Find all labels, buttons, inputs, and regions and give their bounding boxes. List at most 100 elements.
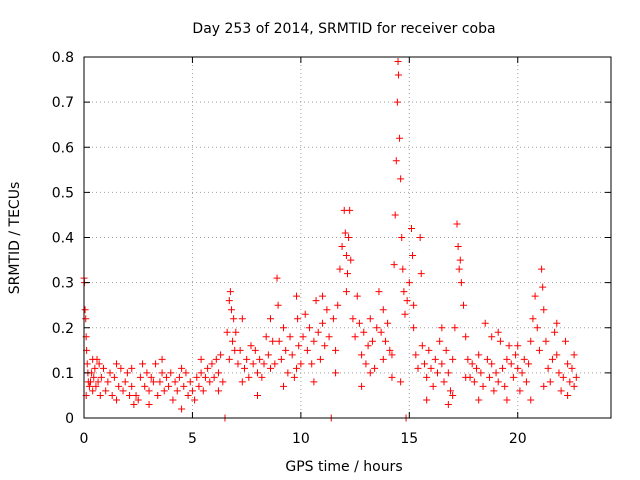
data-point: [475, 351, 483, 359]
data-point: [481, 319, 489, 327]
data-point: [130, 400, 138, 408]
data-point: [488, 333, 496, 341]
data-point: [338, 243, 346, 251]
data-point: [267, 364, 275, 372]
data-point: [230, 315, 238, 323]
data-point: [186, 378, 194, 386]
data-point: [355, 319, 363, 327]
data-point: [294, 315, 302, 323]
data-point: [416, 234, 424, 241]
data-point: [442, 346, 450, 354]
data-point: [191, 396, 199, 404]
data-point: [97, 373, 105, 381]
data-point: [400, 288, 408, 296]
plot-frame: [83, 56, 612, 419]
data-point: [251, 346, 259, 354]
data-point: [171, 378, 179, 386]
data-point: [206, 378, 214, 386]
data-point: [273, 274, 281, 282]
data-point: [427, 364, 435, 372]
data-point: [247, 342, 255, 350]
data-point: [566, 378, 574, 386]
data-point: [92, 382, 100, 390]
data-point: [546, 378, 554, 386]
data-point: [444, 400, 452, 408]
data-point: [143, 369, 151, 377]
data-point: [410, 301, 418, 309]
data-point: [264, 351, 272, 359]
data-point: [282, 346, 290, 354]
y-tick-label: 0.8: [52, 50, 74, 66]
data-point: [260, 360, 268, 368]
data-point: [456, 256, 464, 264]
data-point: [539, 283, 547, 291]
data-point: [308, 360, 316, 368]
y-tick-label: 0.7: [52, 95, 74, 111]
data-point: [82, 315, 90, 323]
y-tick-label: 0.5: [52, 185, 74, 201]
data-point: [128, 364, 136, 372]
x-tick-label: 20: [509, 431, 527, 447]
data-point: [258, 373, 266, 381]
data-point: [449, 391, 457, 399]
data-point: [555, 369, 563, 377]
data-point: [494, 328, 502, 336]
data-point: [564, 391, 572, 399]
data-point: [227, 306, 235, 314]
data-point: [516, 387, 524, 395]
data-point: [366, 315, 374, 323]
data-point: [310, 378, 318, 386]
data-point: [520, 355, 528, 363]
data-point: [570, 351, 578, 359]
data-point: [274, 301, 282, 309]
data-point: [438, 360, 446, 368]
data-point: [410, 324, 418, 332]
data-point: [401, 310, 409, 318]
data-point: [397, 175, 405, 183]
data-point: [381, 337, 389, 345]
data-point: [271, 360, 279, 368]
data-point: [397, 378, 405, 386]
data-point: [392, 157, 400, 165]
data-point: [219, 378, 227, 386]
data-point: [518, 369, 526, 377]
data-point: [398, 234, 406, 241]
data-point: [188, 387, 196, 395]
data-point: [533, 324, 541, 332]
data-point: [540, 306, 548, 314]
data-point: [100, 364, 108, 372]
data-point: [83, 360, 91, 368]
data-point: [175, 373, 183, 381]
y-tick-label: 0.6: [52, 140, 74, 156]
data-point: [362, 360, 370, 368]
data-point: [379, 355, 387, 363]
data-point: [553, 319, 561, 327]
data-point: [561, 337, 569, 345]
data-point: [447, 387, 455, 395]
data-point: [486, 373, 494, 381]
data-point: [197, 355, 205, 363]
data-point: [301, 310, 309, 318]
y-axis-label: SRMTID / TECUs: [7, 182, 23, 295]
data-point: [535, 346, 543, 354]
data-point: [375, 288, 383, 296]
data-point: [475, 396, 483, 404]
data-point: [240, 364, 248, 372]
x-tick-label: 10: [292, 431, 310, 447]
data-point: [494, 378, 502, 386]
data-point: [306, 324, 314, 332]
data-point: [553, 351, 561, 359]
x-axis-label: GPS time / hours: [285, 459, 402, 475]
data-point: [121, 378, 129, 386]
data-point: [293, 364, 301, 372]
data-point: [329, 315, 337, 323]
data-point: [344, 270, 351, 278]
data-point: [149, 378, 157, 386]
data-point: [232, 328, 240, 336]
data-point: [386, 346, 394, 354]
data-point: [310, 337, 318, 345]
data-point: [173, 387, 181, 395]
axes: 0 0.1 0.2 0.3 0.4 0.5 0.6 0.7 0.8 0 5 10 15 20: [52, 50, 611, 447]
data-point: [297, 360, 305, 368]
